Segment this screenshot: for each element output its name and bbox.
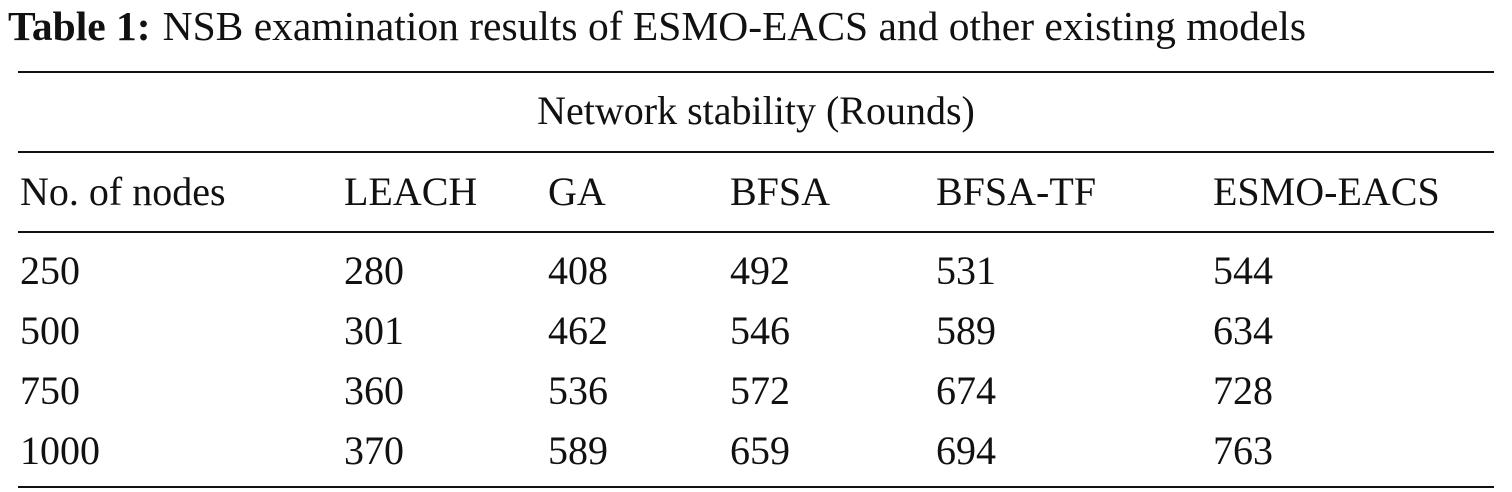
table-cell-leach: 280 bbox=[344, 248, 404, 293]
column-header-esmo-eacs: ESMO-EACS bbox=[1213, 169, 1440, 214]
table-cell-ga: 408 bbox=[548, 248, 608, 293]
table-cell-nodes: 500 bbox=[20, 308, 80, 353]
table-cell-esmo-eacs: 544 bbox=[1213, 248, 1273, 293]
table-top-rule bbox=[18, 71, 1494, 73]
table-cell-ga: 536 bbox=[548, 368, 608, 413]
table-cell-esmo-eacs: 634 bbox=[1213, 308, 1273, 353]
table-row: 250 280 408 492 531 544 bbox=[0, 243, 1512, 299]
table-group-header: Network stability (Rounds) bbox=[537, 88, 975, 133]
table-cell-bfsa-tf: 694 bbox=[936, 428, 996, 473]
table-cell-bfsa: 546 bbox=[730, 308, 790, 353]
table-cell-ga: 462 bbox=[548, 308, 608, 353]
table-cell-leach: 370 bbox=[344, 428, 404, 473]
table-cell-bfsa-tf: 589 bbox=[936, 308, 996, 353]
table-cell-ga: 589 bbox=[548, 428, 608, 473]
table-cell-bfsa-tf: 674 bbox=[936, 368, 996, 413]
table-cell-nodes: 250 bbox=[20, 248, 80, 293]
table-cell-bfsa: 572 bbox=[730, 368, 790, 413]
table-caption-label: Table 1: bbox=[8, 3, 151, 49]
table-cell-leach: 360 bbox=[344, 368, 404, 413]
column-header-row: No. of nodes LEACH GA BFSA BFSA-TF ESMO-… bbox=[0, 164, 1512, 220]
table-cell-esmo-eacs: 728 bbox=[1213, 368, 1273, 413]
table-cell-bfsa: 492 bbox=[730, 248, 790, 293]
table-caption: Table 1: NSB examination results of ESMO-… bbox=[8, 2, 1508, 50]
column-header-nodes: No. of nodes bbox=[20, 169, 226, 214]
table-cell-esmo-eacs: 763 bbox=[1213, 428, 1273, 473]
table-cell-leach: 301 bbox=[344, 308, 404, 353]
column-header-bfsa-tf: BFSA-TF bbox=[936, 169, 1097, 214]
table-row: 500 301 462 546 589 634 bbox=[0, 303, 1512, 359]
column-header-bfsa: BFSA bbox=[730, 169, 831, 214]
table-cell-bfsa: 659 bbox=[730, 428, 790, 473]
table-cell-nodes: 1000 bbox=[20, 428, 100, 473]
column-header-ga: GA bbox=[548, 169, 606, 214]
table-bottom-rule bbox=[18, 486, 1494, 488]
column-header-rule bbox=[18, 231, 1494, 233]
table-caption-text: NSB examination results of ESMO-EACS and… bbox=[162, 3, 1307, 49]
table-row: 1000 370 589 659 694 763 bbox=[0, 423, 1512, 479]
table-row: 750 360 536 572 674 728 bbox=[0, 363, 1512, 419]
column-header-leach: LEACH bbox=[344, 169, 478, 214]
table-cell-bfsa-tf: 531 bbox=[936, 248, 996, 293]
table-cell-nodes: 750 bbox=[20, 368, 80, 413]
group-header-rule bbox=[18, 151, 1494, 153]
